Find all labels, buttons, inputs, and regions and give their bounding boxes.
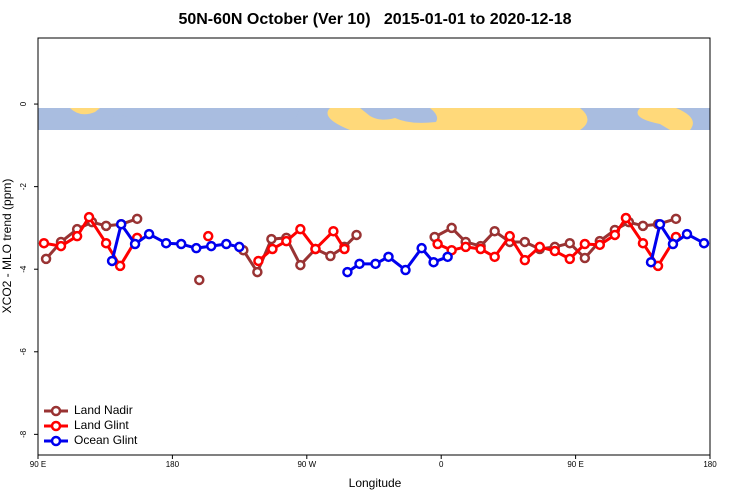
- y-tick-label: -4: [19, 265, 28, 273]
- data-point: [475, 243, 486, 255]
- data-point: [519, 236, 531, 248]
- data-point: [370, 258, 381, 270]
- data-point: [534, 241, 546, 253]
- data-point: [400, 264, 411, 276]
- data-point: [339, 243, 350, 255]
- data-point: [40, 253, 52, 265]
- y-tick-label: -2: [19, 183, 28, 191]
- data-point: [281, 235, 292, 247]
- data-point: [519, 254, 531, 266]
- x-tick-label: 180: [703, 460, 717, 469]
- legend-label: Land Glint: [74, 418, 129, 432]
- legend-marker: [50, 405, 62, 417]
- data-point: [681, 228, 693, 240]
- data-point: [698, 237, 710, 249]
- x-tick-label: 90 E: [567, 460, 583, 469]
- map-ocean: [108, 108, 438, 130]
- x-axis-label: Longitude: [349, 476, 402, 490]
- data-point: [609, 229, 621, 241]
- data-point: [667, 238, 679, 250]
- data-point: [83, 211, 95, 223]
- plot-frame: [37, 37, 711, 456]
- data-point: [428, 256, 439, 268]
- data-point: [267, 243, 278, 255]
- data-point: [295, 259, 306, 271]
- data-point: [143, 228, 155, 240]
- legend-marker: [50, 435, 62, 447]
- y-tick-label: -6: [19, 348, 28, 356]
- data-point: [594, 239, 606, 251]
- data-point: [328, 225, 339, 237]
- data-point: [342, 266, 353, 278]
- data-point: [221, 238, 232, 250]
- data-point: [160, 237, 172, 249]
- data-point: [295, 223, 306, 235]
- data-point: [131, 213, 143, 225]
- data-point: [564, 253, 576, 265]
- data-point: [416, 242, 427, 254]
- data-point: [383, 251, 394, 263]
- data-point: [637, 237, 649, 249]
- data-point: [564, 237, 576, 249]
- data-point: [645, 256, 657, 268]
- data-point: [266, 233, 277, 245]
- y-tick-label: -8: [19, 430, 28, 438]
- data-point: [489, 225, 500, 237]
- data-point: [106, 255, 118, 267]
- data-point: [71, 230, 83, 242]
- data-point: [175, 238, 187, 250]
- data-point: [191, 242, 202, 254]
- map-strip: [38, 108, 710, 130]
- data-point: [670, 213, 682, 225]
- data-point: [549, 245, 561, 257]
- data-point: [579, 252, 591, 264]
- data-point: [620, 212, 632, 224]
- data-point: [489, 251, 500, 263]
- y-axis-label: XCO2 - MLO trend (ppm): [0, 179, 14, 314]
- x-tick-label: 0: [439, 460, 444, 469]
- data-point: [205, 240, 217, 252]
- data-point: [38, 237, 50, 249]
- data-point: [55, 240, 67, 252]
- x-tick-label: 90 W: [297, 460, 316, 469]
- data-point: [354, 258, 365, 270]
- y-tick-label: 0: [19, 101, 28, 106]
- data-point: [442, 251, 453, 263]
- data-point: [252, 266, 263, 278]
- data-point: [325, 250, 336, 262]
- data-point: [446, 222, 457, 234]
- x-tick-label: 90 E: [30, 460, 46, 469]
- data-point: [194, 274, 205, 286]
- data-point: [637, 220, 649, 232]
- data-point: [504, 230, 515, 242]
- legend-label: Land Nadir: [74, 403, 133, 417]
- data-point: [129, 238, 141, 250]
- chart-title: 50N-60N October (Ver 10) 2015-01-01 to 2…: [178, 11, 571, 28]
- data-point: [351, 229, 362, 241]
- data-point: [310, 243, 321, 255]
- legend-marker: [50, 420, 62, 432]
- data-point: [100, 220, 112, 232]
- data-point: [100, 237, 112, 249]
- data-point: [234, 241, 245, 253]
- legend-label: Ocean Glint: [74, 433, 138, 447]
- data-point: [654, 218, 666, 230]
- data-point: [432, 238, 443, 250]
- data-point: [460, 241, 471, 253]
- data-point: [579, 238, 591, 250]
- data-point: [202, 230, 214, 242]
- data-point: [253, 255, 264, 267]
- data-point: [115, 218, 127, 230]
- data-point: [114, 260, 126, 272]
- map-ocean: [580, 108, 710, 130]
- x-tick-label: 180: [166, 460, 180, 469]
